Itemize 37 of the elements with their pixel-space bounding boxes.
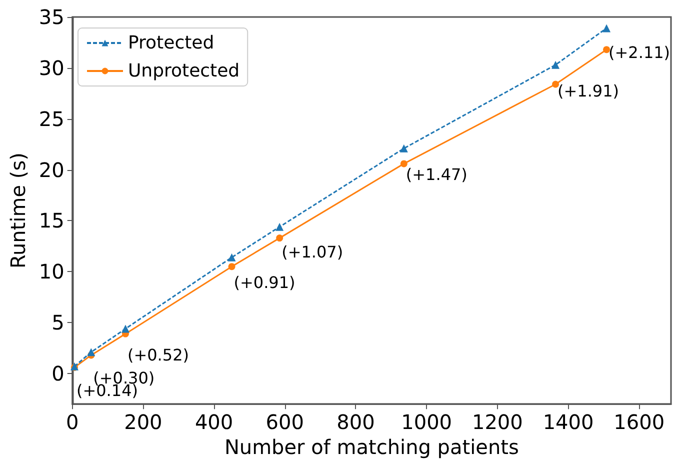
point bbox=[552, 60, 560, 69]
point bbox=[121, 324, 130, 333]
y-tick-label: 0 bbox=[52, 362, 64, 386]
y-tick-label: 35 bbox=[38, 5, 64, 29]
annotation: (+0.52) bbox=[127, 345, 189, 364]
x-tick-label: 600 bbox=[266, 410, 304, 434]
x-tick-label: 1200 bbox=[472, 410, 523, 434]
point bbox=[276, 234, 284, 242]
y-tick-label: 5 bbox=[52, 310, 64, 335]
y-axis-title: Runtime (s) bbox=[6, 152, 30, 269]
point bbox=[276, 222, 284, 231]
x-axis-title: Number of matching patients bbox=[224, 435, 519, 459]
y-tick-label: 15 bbox=[38, 208, 64, 233]
y-tick-label: 25 bbox=[38, 106, 64, 131]
point bbox=[552, 80, 560, 88]
y-tick-label: 20 bbox=[38, 158, 64, 182]
annotation: (+1.47) bbox=[406, 165, 468, 184]
y-tick-label: 30 bbox=[38, 56, 64, 80]
point bbox=[400, 144, 408, 152]
annotation: (+1.91) bbox=[558, 82, 620, 101]
x-tick-label: 200 bbox=[124, 410, 162, 434]
x-tick-label: 1000 bbox=[401, 410, 452, 434]
x-tick-label: 800 bbox=[336, 410, 375, 434]
legend-label: Unprotected bbox=[128, 60, 240, 82]
point bbox=[228, 253, 236, 262]
x-tick-label: 400 bbox=[194, 410, 234, 434]
point bbox=[400, 160, 408, 168]
y-tick-label: 10 bbox=[38, 260, 64, 284]
point bbox=[602, 24, 611, 32]
point bbox=[87, 348, 96, 356]
annotation: (+1.07) bbox=[282, 242, 344, 262]
x-tick-label: 1400 bbox=[542, 410, 594, 434]
annotation: (+0.91) bbox=[234, 273, 296, 292]
x-tick-label: 1600 bbox=[614, 410, 665, 434]
legend-label: Protected bbox=[128, 32, 214, 54]
point bbox=[228, 263, 236, 270]
annotation: (+2.11) bbox=[608, 43, 670, 62]
